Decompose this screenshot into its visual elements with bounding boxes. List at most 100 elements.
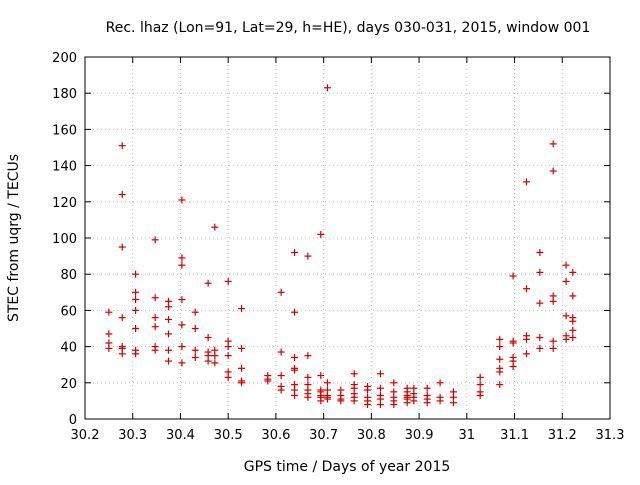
data-point <box>151 346 159 354</box>
data-point <box>496 368 504 376</box>
data-points <box>105 84 577 409</box>
data-point <box>178 359 186 367</box>
data-point <box>151 236 159 244</box>
data-point <box>165 346 173 354</box>
y-tick-label: 120 <box>52 196 77 211</box>
y-axis-label: STEC from uqrg / TECUs <box>6 154 22 322</box>
data-point <box>291 308 299 316</box>
data-point <box>165 303 173 311</box>
x-tick-label: 31 <box>459 428 476 443</box>
y-tick-label: 160 <box>52 123 77 138</box>
data-point <box>509 363 517 371</box>
data-point <box>522 178 530 186</box>
data-point <box>204 334 212 342</box>
grid <box>85 57 610 419</box>
x-tick-label: 30.2 <box>71 428 100 443</box>
data-point <box>323 379 331 387</box>
data-point <box>211 223 219 231</box>
data-point <box>304 252 312 260</box>
data-point <box>165 357 173 365</box>
data-point <box>350 370 358 378</box>
data-point <box>436 397 444 405</box>
data-point <box>178 296 186 304</box>
data-point <box>317 372 325 380</box>
data-point <box>476 381 484 389</box>
data-point <box>562 261 570 269</box>
data-point <box>277 372 285 380</box>
data-point <box>549 140 557 148</box>
x-tick-label: 30.9 <box>405 428 434 443</box>
data-point <box>191 353 199 361</box>
data-point <box>204 279 212 287</box>
data-point <box>118 191 126 199</box>
x-axis-label: GPS time / Days of year 2015 <box>244 459 451 475</box>
data-point <box>569 334 577 342</box>
data-point <box>178 343 186 351</box>
data-point <box>536 344 544 352</box>
data-point <box>178 261 186 269</box>
x-tick-label: 30.4 <box>166 428 195 443</box>
data-point <box>191 325 199 332</box>
x-tick-label: 31.3 <box>596 428 625 443</box>
data-point <box>436 379 444 387</box>
data-point <box>178 254 186 262</box>
data-point <box>476 391 484 399</box>
data-point <box>238 344 246 352</box>
data-point <box>562 277 570 285</box>
x-tick-label: 30.6 <box>261 428 290 443</box>
data-point <box>291 391 299 399</box>
data-point <box>522 335 530 343</box>
data-point <box>224 352 232 360</box>
data-point <box>569 326 577 334</box>
data-point <box>496 335 504 343</box>
data-point <box>569 268 577 276</box>
data-point <box>449 399 457 407</box>
data-point <box>191 308 199 316</box>
data-point <box>317 397 325 405</box>
data-point <box>224 343 232 351</box>
data-point <box>569 292 577 300</box>
data-point <box>496 343 504 351</box>
data-point <box>304 393 312 401</box>
data-point <box>151 314 159 322</box>
data-point <box>238 364 246 372</box>
data-point <box>165 330 173 338</box>
y-tick-label: 140 <box>52 160 77 175</box>
y-tick-label: 40 <box>60 341 77 356</box>
data-point <box>204 357 212 365</box>
data-point <box>151 323 159 331</box>
data-point <box>277 288 285 296</box>
data-point <box>118 142 126 150</box>
axis-ticks <box>84 56 611 420</box>
data-point <box>211 352 219 360</box>
data-point <box>549 337 557 345</box>
data-point <box>291 353 299 361</box>
data-point <box>291 366 299 374</box>
data-point <box>536 299 544 307</box>
data-point <box>376 370 384 378</box>
x-tick-label: 30.5 <box>214 428 243 443</box>
data-point <box>562 335 570 343</box>
data-point <box>496 381 504 389</box>
x-tick-label: 30.8 <box>357 428 386 443</box>
data-point <box>509 272 517 280</box>
data-point <box>132 306 140 314</box>
x-tick-label: 31.1 <box>500 428 529 443</box>
data-point <box>304 373 312 381</box>
data-point <box>277 348 285 356</box>
x-axis-tick-labels: 30.2 30.3 30.4 30.5 30.6 30.7 30.8 30.9 31 31.1 31… <box>71 428 625 443</box>
plot-frame <box>84 56 611 420</box>
data-point <box>496 355 504 363</box>
data-point <box>549 167 557 175</box>
data-point <box>304 352 312 360</box>
data-point <box>509 339 517 347</box>
data-point <box>410 397 418 405</box>
data-point <box>118 350 126 358</box>
data-point <box>118 314 126 322</box>
chart-title: Rec. lhaz (Lon=91, Lat=29, h=HE), days 0… <box>106 20 591 36</box>
data-point <box>364 401 372 409</box>
data-point <box>364 386 372 394</box>
data-point <box>238 305 246 313</box>
